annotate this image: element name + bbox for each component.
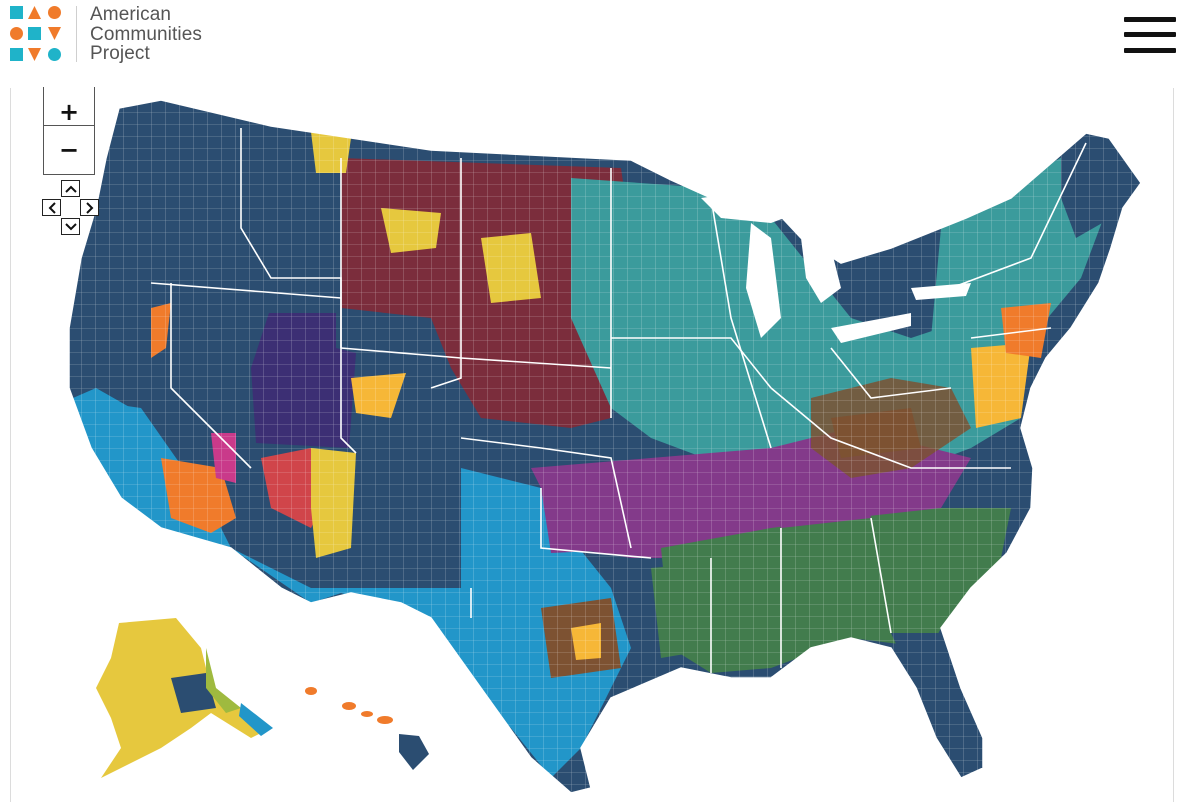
pan-right-icon[interactable] bbox=[80, 199, 99, 216]
state-borders bbox=[150, 128, 1087, 673]
pan-down-icon[interactable] bbox=[61, 218, 80, 235]
brand-line-1: American bbox=[90, 4, 172, 25]
pan-up-icon[interactable] bbox=[61, 180, 80, 197]
zoom-out-button[interactable]: − bbox=[43, 125, 95, 175]
brand-wordmark[interactable]: American Communities Project bbox=[90, 5, 202, 64]
hamburger-menu-icon[interactable] bbox=[1124, 17, 1176, 55]
brand-line-2: Communities bbox=[90, 23, 202, 45]
region-hawaii[interactable] bbox=[305, 687, 429, 770]
us-county-choropleth[interactable] bbox=[11, 88, 1175, 802]
great-lakes bbox=[701, 188, 971, 343]
us-outline bbox=[68, 99, 1142, 794]
brand-line-3: Project bbox=[90, 43, 150, 64]
logo-divider bbox=[76, 6, 77, 62]
region-alaska[interactable] bbox=[96, 618, 273, 778]
pan-left-icon[interactable] bbox=[42, 199, 61, 216]
site-header: American Communities Project bbox=[0, 0, 1182, 70]
acp-logo-icon[interactable] bbox=[10, 6, 72, 62]
county-map[interactable]: + − bbox=[10, 87, 1175, 802]
